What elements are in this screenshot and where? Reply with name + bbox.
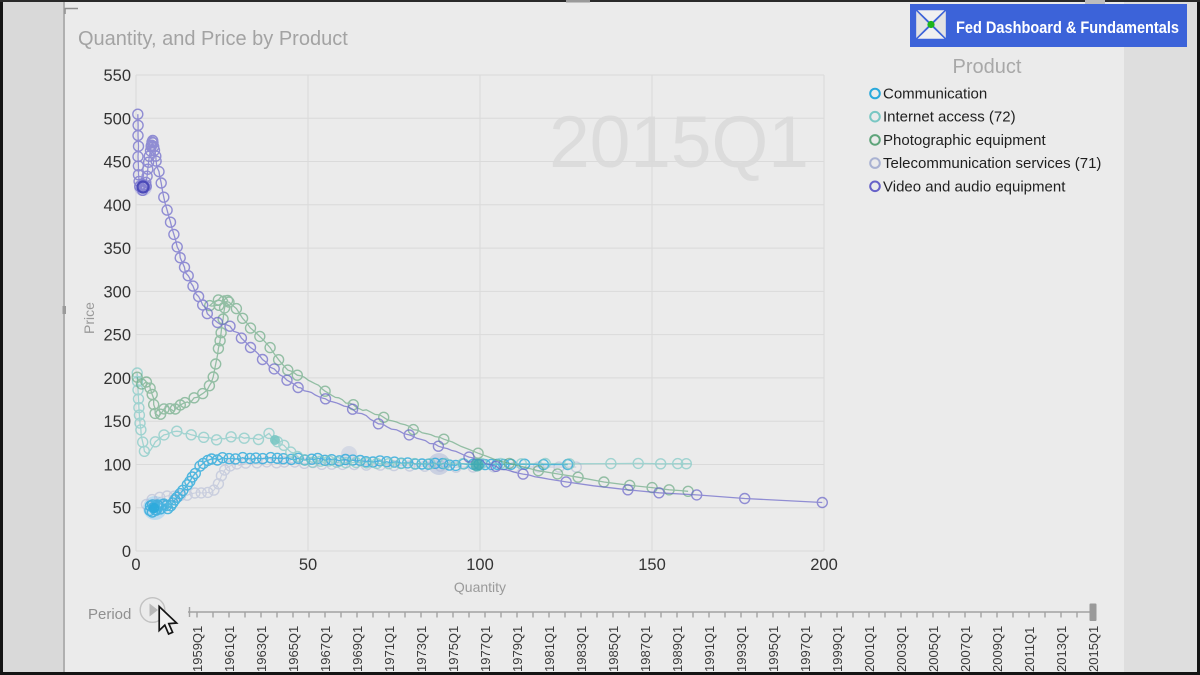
svg-text:1959Q1: 1959Q1: [190, 626, 205, 672]
svg-text:300: 300: [103, 283, 131, 301]
svg-text:350: 350: [103, 240, 131, 258]
svg-text:Video and audio equipment: Video and audio equipment: [883, 178, 1066, 195]
svg-text:Internet access (72): Internet access (72): [883, 109, 1016, 126]
svg-text:2015Q1: 2015Q1: [549, 102, 809, 183]
svg-text:2009Q1: 2009Q1: [990, 626, 1005, 672]
svg-text:2011Q1: 2011Q1: [1022, 627, 1037, 672]
svg-text:1977Q1: 1977Q1: [478, 626, 493, 672]
svg-text:1971Q1: 1971Q1: [382, 626, 397, 672]
svg-text:1985Q1: 1985Q1: [606, 626, 621, 672]
svg-text:Photographic equipment: Photographic equipment: [883, 132, 1046, 149]
svg-text:1999Q1: 1999Q1: [830, 626, 845, 672]
svg-text:2007Q1: 2007Q1: [958, 626, 973, 672]
svg-text:100: 100: [103, 457, 131, 475]
svg-text:2005Q1: 2005Q1: [926, 626, 941, 672]
svg-text:Quantity, and Price by Product: Quantity, and Price by Product: [78, 28, 348, 50]
svg-text:1989Q1: 1989Q1: [670, 626, 685, 672]
svg-text:500: 500: [103, 110, 131, 128]
svg-text:1967Q1: 1967Q1: [318, 626, 333, 672]
svg-text:2003Q1: 2003Q1: [894, 626, 909, 672]
svg-text:1991Q1: 1991Q1: [702, 626, 717, 672]
svg-text:550: 550: [103, 67, 131, 85]
svg-text:450: 450: [103, 154, 131, 172]
svg-text:Fed Dashboard & Fundamentals: Fed Dashboard & Fundamentals: [956, 19, 1179, 37]
svg-text:250: 250: [103, 327, 131, 345]
svg-text:1993Q1: 1993Q1: [734, 626, 749, 672]
svg-text:2015Q1: 2015Q1: [1086, 626, 1101, 672]
svg-text:Communication: Communication: [883, 86, 987, 103]
svg-text:200: 200: [810, 556, 838, 574]
svg-text:100: 100: [466, 556, 494, 574]
svg-text:1975Q1: 1975Q1: [446, 626, 461, 672]
svg-text:Telecommunication services (71: Telecommunication services (71): [883, 155, 1101, 172]
svg-text:150: 150: [103, 413, 131, 431]
svg-text:2013Q1: 2013Q1: [1054, 626, 1069, 672]
svg-text:1997Q1: 1997Q1: [798, 626, 813, 672]
svg-text:1987Q1: 1987Q1: [638, 626, 653, 672]
svg-text:Product: Product: [953, 56, 1022, 78]
svg-text:Period: Period: [88, 606, 131, 623]
svg-text:1961Q1: 1961Q1: [222, 626, 237, 672]
svg-text:2001Q1: 2001Q1: [862, 626, 877, 672]
svg-text:1995Q1: 1995Q1: [766, 626, 781, 672]
svg-text:1969Q1: 1969Q1: [350, 626, 365, 672]
svg-text:Price: Price: [81, 302, 97, 334]
svg-text:50: 50: [299, 556, 317, 574]
svg-text:1963Q1: 1963Q1: [254, 626, 269, 672]
svg-text:400: 400: [103, 197, 131, 215]
svg-text:0: 0: [131, 556, 140, 574]
svg-text:Quantity: Quantity: [454, 579, 506, 595]
svg-text:0: 0: [122, 543, 131, 561]
svg-text:1979Q1: 1979Q1: [510, 626, 525, 672]
svg-text:1983Q1: 1983Q1: [574, 626, 589, 672]
svg-text:1981Q1: 1981Q1: [542, 626, 557, 672]
svg-text:1973Q1: 1973Q1: [414, 626, 429, 672]
svg-text:50: 50: [113, 500, 131, 518]
svg-text:200: 200: [103, 370, 131, 388]
svg-text:150: 150: [638, 556, 666, 574]
svg-text:1965Q1: 1965Q1: [286, 626, 301, 672]
